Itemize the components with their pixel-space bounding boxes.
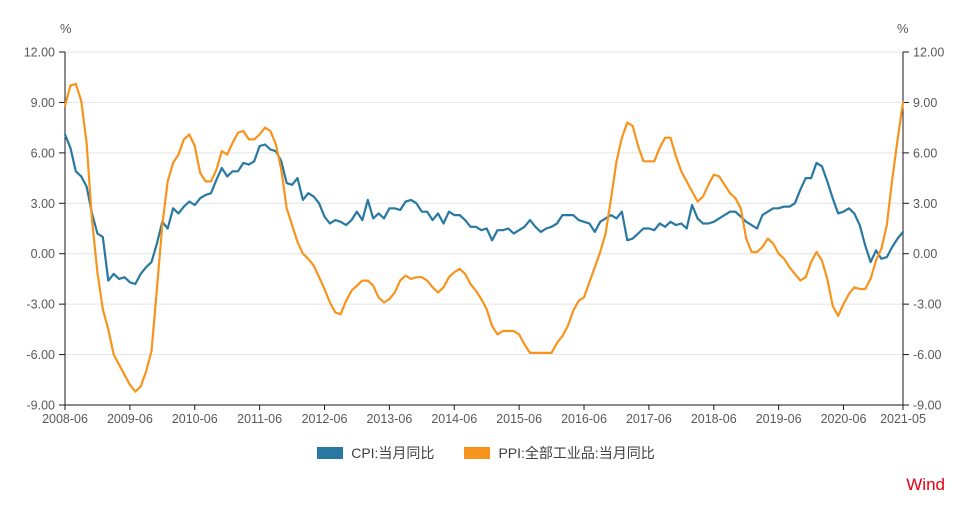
y-tick-label-right: 0.00: [913, 247, 937, 261]
x-tick-label: 2019-06: [756, 412, 802, 426]
y-tick-label-right: 9.00: [913, 96, 937, 110]
y-tick-label-left: 12.00: [24, 46, 55, 60]
cpi-legend-label: CPI:当月同比: [351, 445, 435, 461]
x-tick-label: 2012-06: [302, 412, 348, 426]
x-tick-label: 2015-06: [496, 412, 542, 426]
y-axis-unit-left: %: [60, 21, 72, 36]
axes: [59, 51, 909, 410]
cpi-legend-swatch: [317, 447, 344, 459]
y-axis-unit-right: %: [897, 21, 909, 36]
x-tick-label: 2009-06: [107, 412, 153, 426]
y-tick-label-right: 6.00: [913, 146, 937, 160]
y-tick-label-right: 12.00: [913, 46, 944, 60]
y-tick-label-left: -6.00: [27, 348, 56, 362]
ppi-line: [63, 82, 905, 393]
cpi-line: [63, 133, 905, 286]
ppi-legend-swatch: [464, 447, 491, 459]
y-tick-label-right: -3.00: [913, 298, 942, 312]
x-tick-label: 2013-06: [366, 412, 412, 426]
x-tick-label: 2017-06: [626, 412, 672, 426]
x-tick-label: 2011-06: [237, 412, 282, 426]
y-tick-label-left: 0.00: [31, 247, 55, 261]
y-tick-label-left: 6.00: [31, 146, 55, 160]
tick-labels: 12.00 12.00 9.00 9.00 6.00 6.00 3.00 3.00 0.00 0.…: [24, 46, 945, 427]
y-tick-label-left: 9.00: [31, 96, 55, 110]
y-tick-label-right: -9.00: [913, 399, 942, 413]
x-tick-label: 2008-06: [42, 412, 88, 426]
y-tick-label-left: -3.00: [27, 298, 56, 312]
y-tick-label-left: 3.00: [31, 197, 55, 211]
legend-item-ppi[interactable]: PPI:全部工业品:当月同比: [464, 443, 655, 463]
x-tick-label: 2014-06: [431, 412, 477, 426]
legend: CPI:当月同比 PPI:全部工业品:当月同比: [0, 443, 972, 463]
x-tick-label: 2020-06: [821, 412, 867, 426]
x-tick-label: 2018-06: [691, 412, 737, 426]
legend-item-cpi[interactable]: CPI:当月同比: [317, 443, 434, 463]
y-tick-label-left: -9.00: [27, 399, 56, 413]
ppi-legend-label: PPI:全部工业品:当月同比: [498, 445, 655, 461]
wind-watermark: Wind: [906, 475, 945, 494]
x-tick-label: 2010-06: [172, 412, 218, 426]
x-tick-label: 2021-05: [880, 412, 926, 426]
x-tick-label: 2016-06: [561, 412, 607, 426]
y-tick-label-right: 3.00: [913, 197, 937, 211]
y-tick-label-right: -6.00: [913, 348, 942, 362]
